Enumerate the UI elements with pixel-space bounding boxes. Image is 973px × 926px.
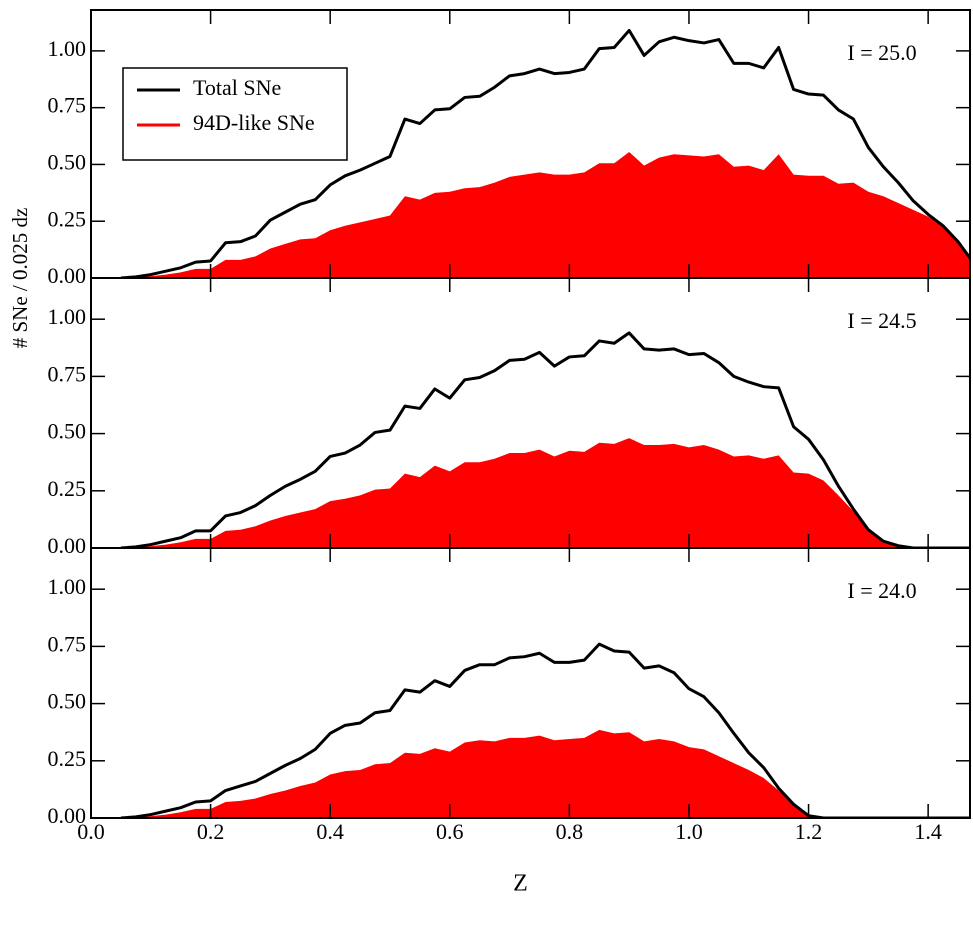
legend-label: Total SNe	[193, 75, 281, 100]
y-tick-label: 1.00	[48, 574, 87, 599]
line	[120, 331, 970, 548]
x-tick-label: 0.4	[316, 819, 344, 844]
x-tick-label: 1.4	[914, 819, 942, 844]
y-tick-label: 0.50	[48, 419, 87, 444]
x-tick-label: 1.2	[795, 819, 823, 844]
y-tick-label: 0.75	[48, 631, 87, 656]
y-tick-label: 0.75	[48, 93, 87, 118]
plot-area	[120, 331, 970, 548]
x-tick-label: 0.2	[197, 819, 225, 844]
y-tick-label: 1.00	[48, 304, 87, 329]
y-tick-label: 0.00	[48, 533, 87, 558]
annotation: I = 24.5	[847, 308, 916, 333]
y-tick-label: 0.50	[48, 689, 87, 714]
line	[120, 28, 970, 278]
legend-label: 94D-like SNe	[193, 110, 315, 135]
area	[120, 729, 970, 818]
y-tick-label: 0.00	[48, 803, 87, 828]
y-tick-label: 0.25	[48, 746, 87, 771]
y-tick-label: 0.75	[48, 361, 87, 386]
area	[120, 438, 970, 548]
y-tick-label: 0.00	[48, 263, 87, 288]
y-tick-label: 0.25	[48, 476, 87, 501]
x-tick-label: 1.0	[675, 819, 703, 844]
annotation: I = 25.0	[847, 40, 916, 65]
line	[120, 642, 970, 818]
y-tick-label: 0.25	[48, 206, 87, 231]
x-tick-label: 0.6	[436, 819, 464, 844]
frame	[90, 547, 971, 819]
x-tick-label: 0.8	[556, 819, 584, 844]
plot-area	[120, 642, 970, 818]
x-tick-label: 0.0	[77, 819, 105, 844]
x-axis-label: Z	[513, 871, 528, 897]
annotation: I = 24.0	[847, 578, 916, 603]
y-axis-label: # SNe / 0.025 dz	[8, 208, 32, 349]
legend-box	[122, 67, 348, 161]
plot-area	[120, 28, 970, 278]
area	[120, 151, 970, 278]
y-tick-label: 1.00	[48, 36, 87, 61]
y-tick-label: 0.50	[48, 149, 87, 174]
